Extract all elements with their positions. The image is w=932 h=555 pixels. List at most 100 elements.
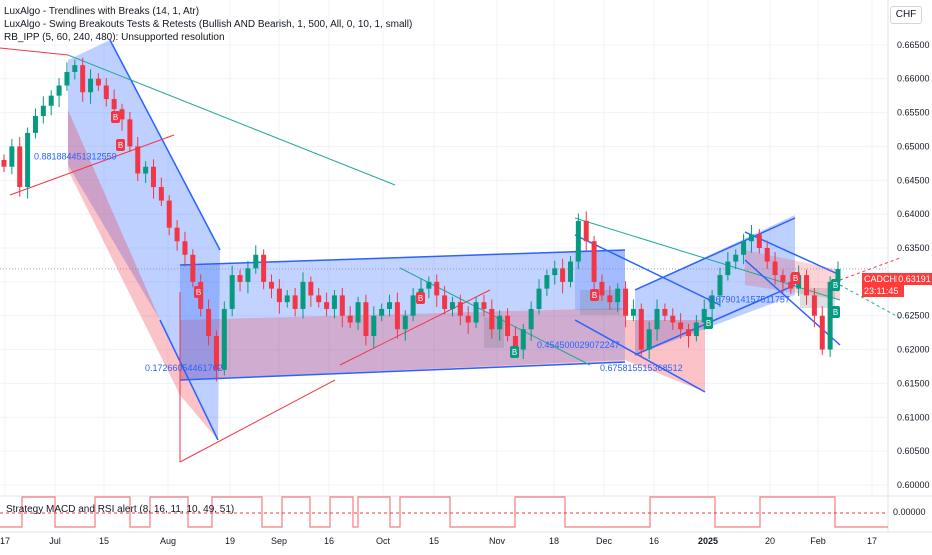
candle-body[interactable] [25,132,31,188]
candle-body[interactable] [827,281,833,350]
candle-body[interactable] [804,275,810,296]
candle-body[interactable] [591,241,597,282]
candle-body[interactable] [17,146,23,188]
candle-body[interactable] [725,261,731,276]
candle-body[interactable] [756,234,762,248]
candle-body[interactable] [363,302,369,337]
candle-body[interactable] [473,302,479,323]
candle-body[interactable] [48,95,54,106]
candle-body[interactable] [32,115,38,133]
candle-body[interactable] [481,302,487,309]
candle-body[interactable] [717,275,723,296]
candle-body[interactable] [292,295,298,309]
candle-body[interactable] [575,220,581,262]
candle-body[interactable] [709,295,715,309]
candle-body[interactable] [95,78,101,86]
candle-body[interactable] [465,315,471,323]
candle-body[interactable] [284,295,290,303]
candle-body[interactable] [520,329,526,350]
legend-macd-rsi[interactable]: Strategy MACD and RSI alert (8, 16, 11, … [6,504,235,515]
candle-body[interactable] [111,99,117,110]
candle-body[interactable] [630,308,636,316]
candle-body[interactable] [253,254,259,269]
candle-body[interactable] [229,275,235,309]
candle-body[interactable] [245,268,251,282]
candle-body[interactable] [662,308,668,316]
candle-body[interactable] [780,275,786,282]
candle-body[interactable] [276,288,282,303]
candle-body[interactable] [764,248,770,262]
candle-body[interactable] [528,308,534,330]
candle-body[interactable] [56,85,62,96]
candle-body[interactable] [449,302,455,309]
candle-body[interactable] [300,281,306,309]
candle-body[interactable] [811,295,817,316]
candle-body[interactable] [72,65,78,72]
candle-body[interactable] [599,281,605,296]
candle-body[interactable] [190,254,196,282]
candle-body[interactable] [237,275,243,282]
legend-rb-ipp[interactable]: RB_IPP (5, 60, 240, 480): Unsupported re… [4,32,225,43]
candle-body[interactable] [324,302,330,309]
candle-body[interactable] [819,315,825,350]
candle-body[interactable] [686,329,692,337]
candle-body[interactable] [135,146,141,174]
candle-body[interactable] [150,166,156,188]
candle-body[interactable] [646,329,652,350]
legend-trendlines[interactable]: LuxAlgo - Trendlines with Breaks (14, 1,… [4,6,200,17]
candle-body[interactable] [434,281,440,296]
candle-body[interactable] [402,315,408,330]
candle-body[interactable] [733,254,739,262]
candle-body[interactable] [355,302,361,323]
candle-body[interactable] [536,288,542,309]
candle-body[interactable] [670,315,676,323]
candle-body[interactable] [206,308,212,337]
candle-body[interactable] [489,308,495,330]
candle-body[interactable] [623,288,629,316]
candle-body[interactable] [638,308,644,350]
currency-badge[interactable]: CHF [890,6,922,24]
candle-body[interactable] [174,227,180,242]
candle-body[interactable] [269,281,275,289]
candle-body[interactable] [693,322,699,337]
candle-body[interactable] [40,105,46,116]
candle-body[interactable] [512,336,518,350]
candle-body[interactable] [371,315,377,337]
candle-body[interactable] [497,315,503,330]
candle-body[interactable] [261,254,267,282]
candle-body[interactable] [654,308,660,330]
candle-body[interactable] [560,268,566,282]
candle-body[interactable] [387,302,393,309]
candle-body[interactable] [221,308,227,370]
candle-body[interactable] [678,322,684,330]
candle-body[interactable] [701,308,707,323]
candle-body[interactable] [748,234,754,242]
candle-body[interactable] [410,295,416,316]
legend-swing-breakouts[interactable]: LuxAlgo - Swing Breakouts Tests & Retest… [4,19,413,30]
candle-body[interactable] [143,166,149,174]
candle-body[interactable] [607,295,613,303]
candle-body[interactable] [9,146,15,167]
candle-body[interactable] [544,275,550,289]
candle-body[interactable] [552,268,558,276]
candle-body[interactable] [339,295,345,316]
candle-body[interactable] [88,78,94,93]
candle-body[interactable] [64,71,70,86]
candle-body[interactable] [127,119,133,147]
candle-body[interactable] [457,302,463,316]
candle-body[interactable] [772,261,778,276]
candle-body[interactable] [103,85,109,100]
candle-body[interactable] [788,281,794,289]
candle-body[interactable] [316,295,322,303]
candle-body[interactable] [835,268,841,282]
candle-body[interactable] [442,295,448,309]
candle-body[interactable] [347,315,353,323]
candle-body[interactable] [213,336,219,370]
candle-body[interactable] [615,288,621,303]
candle-body[interactable] [394,302,400,330]
candle-body[interactable] [166,200,172,228]
candle-body[interactable] [1,159,7,167]
candle-body[interactable] [119,109,125,120]
